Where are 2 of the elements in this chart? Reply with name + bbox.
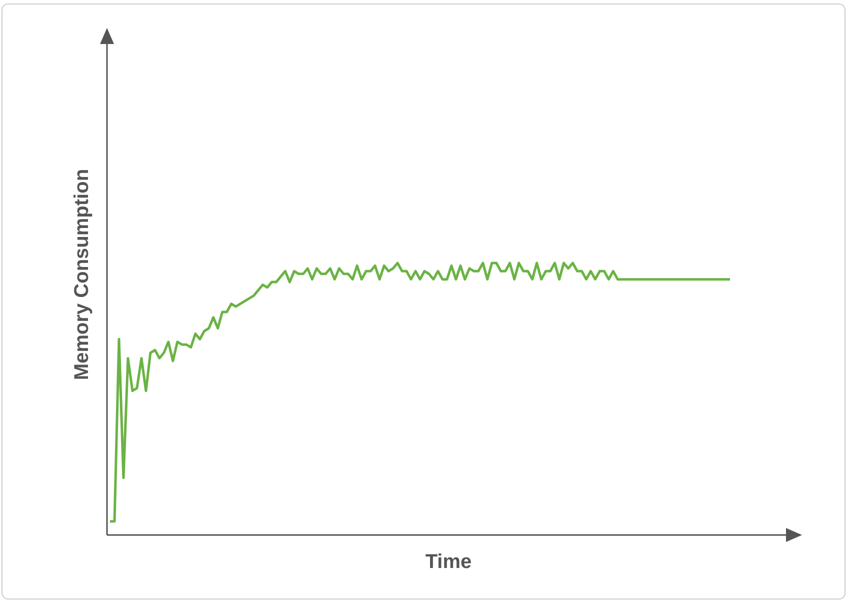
x-axis-title: Time — [425, 551, 472, 573]
y-axis-title: Memory Consumption — [71, 168, 93, 380]
